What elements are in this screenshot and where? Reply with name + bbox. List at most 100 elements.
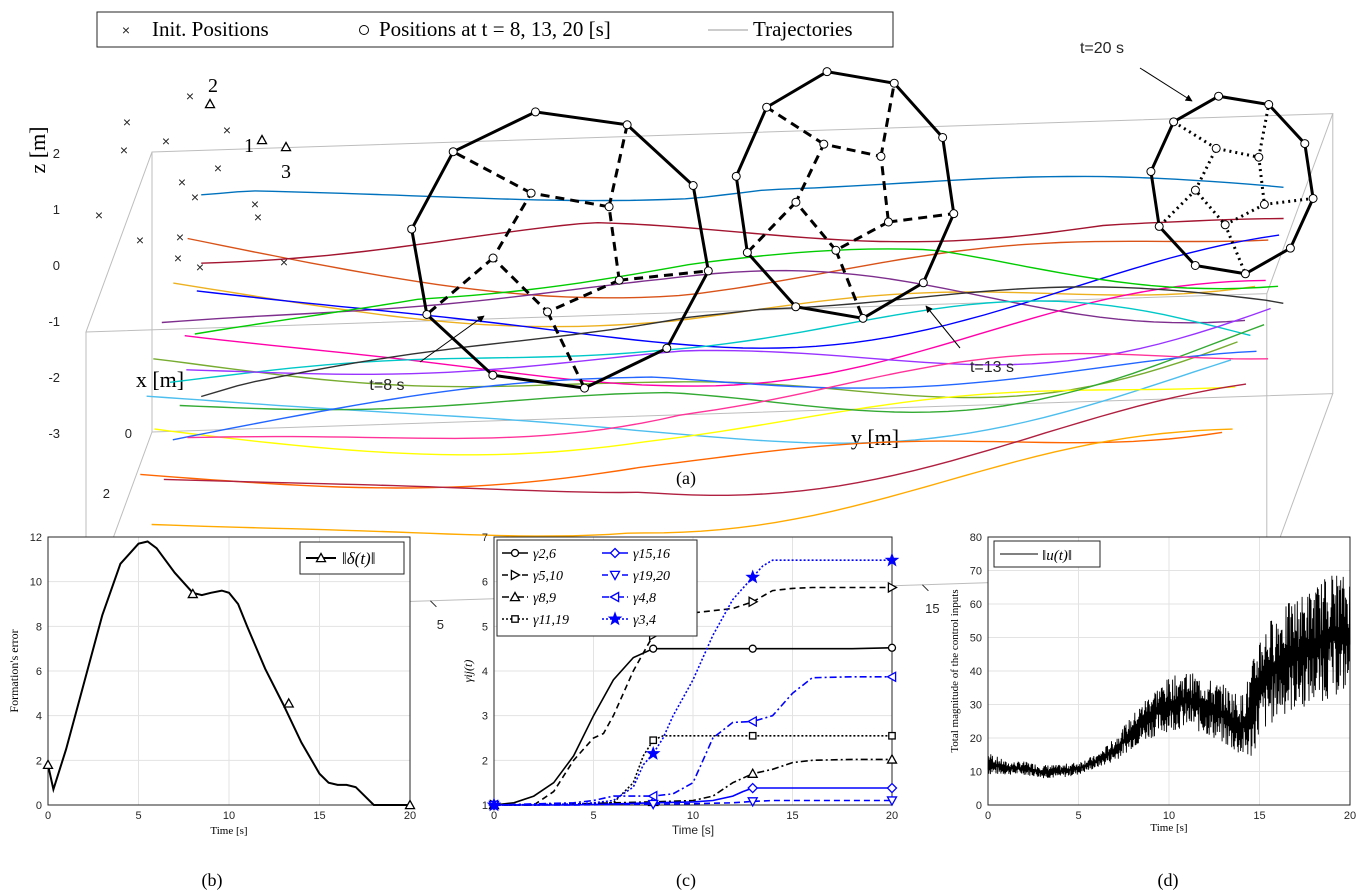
poly-inner — [1193, 146, 1266, 227]
formation-position-marker — [1264, 100, 1274, 110]
formation-position-marker — [831, 245, 841, 255]
triangle-marker — [280, 141, 292, 152]
trajectory-12 — [194, 248, 1279, 335]
poly-spoke — [1158, 189, 1197, 228]
a-z-tick-label: -2 — [48, 370, 60, 385]
init-position-marker: × — [95, 207, 103, 223]
poly-spoke — [1257, 104, 1271, 158]
init-position-marker: × — [214, 160, 222, 176]
agent-label: 1 — [244, 135, 254, 157]
series-marker-0 — [748, 644, 757, 653]
series-marker-7 — [486, 797, 502, 812]
formation-position-marker — [488, 253, 498, 263]
y-tick-label: 70 — [970, 566, 982, 578]
panel-a-3d-trajectories: 051015200246210-1-2-3y [m]x [m]z [m] ×××… — [25, 11, 1334, 640]
init-position-marker: × — [251, 196, 259, 212]
x-tick-label: 0 — [985, 810, 991, 822]
formation-position-marker — [543, 307, 553, 317]
formation-position-marker — [526, 188, 536, 198]
poly-inner — [794, 142, 891, 253]
a-z-tick-label: 1 — [53, 202, 60, 217]
series-marker-3 — [649, 736, 658, 745]
series-marker-5 — [647, 799, 659, 810]
y-tick-label: 6 — [482, 577, 488, 589]
x-axis-label: Time [s] — [672, 823, 714, 837]
formation-position-marker — [742, 248, 752, 258]
trajectory-0 — [201, 175, 1284, 202]
poly-spoke — [879, 82, 896, 157]
legend-marker-6 — [609, 591, 620, 603]
series-marker-2 — [747, 767, 759, 778]
legend-marker-0 — [510, 548, 520, 558]
formation-position-marker — [1154, 221, 1164, 231]
formation-t20 — [1146, 91, 1318, 279]
a-x-tick-label: 2 — [103, 486, 110, 501]
formation-position-marker — [938, 132, 948, 142]
annotation-label: t=13 s — [970, 359, 1014, 376]
legend-c: γ2,6 γ5,10 γ8,9 γ11,19 γ15,16 γ19,20 γ4,8 γ3,4 — [496, 539, 698, 637]
series-marker-1 — [887, 581, 898, 594]
init-position-marker: × — [123, 114, 131, 130]
legend-label-3: γ11,19 — [533, 613, 569, 628]
y-tick-label: 2 — [482, 755, 488, 767]
legend-marker-positions — [359, 25, 369, 35]
x-tick-label: 20 — [1344, 810, 1356, 822]
formation-position-marker — [1211, 143, 1221, 153]
x-axis-label: Time [s] — [1150, 822, 1187, 834]
legend-label-4: γ15,16 — [633, 547, 670, 562]
formation-position-marker — [1308, 193, 1318, 203]
series-marker-7 — [884, 552, 900, 567]
y-tick-label: 40 — [970, 666, 982, 678]
y-tick-label: 2 — [36, 755, 42, 767]
a-x-axis-label: x [m] — [136, 367, 184, 392]
series-marker-0 — [887, 643, 897, 652]
legend-marker-init: × — [122, 22, 130, 38]
panel-d-control-inputs: 0 5 10 15 20 0 10 20 30 40 50 60 70 80 Time [s] Total m… — [949, 532, 1356, 834]
a-y-axis-label: y [m] — [851, 425, 899, 450]
caption-b: (b) — [202, 870, 223, 890]
a-z-tick-label: -3 — [48, 426, 60, 441]
y-tick-label: 5 — [482, 621, 488, 633]
trajectory-17 — [151, 428, 1233, 537]
y-tick-label: 10 — [30, 577, 42, 589]
triangle-marker — [204, 98, 216, 109]
legend-marker-2 — [509, 591, 521, 602]
poly-spoke — [452, 150, 532, 195]
x-tick-label: 15 — [786, 810, 798, 822]
y-axis-label: Total magnitude of the control inputs — [949, 589, 961, 752]
x-tick-label: 5 — [1075, 810, 1081, 822]
a-position-markers: ×× ×××××××××× ××× ×213 — [95, 75, 292, 275]
series-line-6 — [493, 676, 892, 806]
formation-t8 — [407, 107, 713, 393]
series-line-1 — [494, 586, 892, 806]
poly-spoke — [765, 105, 825, 146]
init-position-marker: × — [136, 232, 144, 248]
formation-position-marker — [703, 266, 713, 276]
trajectory-3 — [161, 269, 1246, 324]
series-line-7 — [493, 559, 892, 806]
panel-c-gamma: 0 5 10 15 20 1 2 3 4 5 6 7 Time [s] γij(t) γ2,6 γ5,10 γ8… — [461, 532, 900, 837]
formation-position-marker — [407, 224, 417, 234]
series-marker-delta — [404, 799, 416, 810]
legend-marker — [315, 552, 327, 563]
formation-t13 — [731, 67, 959, 323]
formation-position-marker — [1190, 260, 1200, 270]
series-marker-6 — [746, 715, 757, 728]
legend-marker-3 — [511, 615, 519, 623]
a-trajectories — [140, 175, 1284, 537]
y-axis-label: γij(t) — [461, 660, 475, 683]
axes-frame — [47, 536, 411, 806]
legend-label-1: γ5,10 — [533, 569, 563, 584]
a-z-tick-label: 0 — [53, 258, 60, 273]
formation-position-marker — [488, 370, 498, 380]
trajectory-14 — [179, 324, 1265, 414]
y-tick-label: 30 — [970, 700, 982, 712]
series-marker-4 — [747, 782, 759, 794]
trajectory-13 — [186, 307, 1271, 375]
y-tick-label: 50 — [970, 633, 982, 645]
axes-frame — [493, 536, 893, 806]
formation-position-marker — [422, 309, 432, 319]
y-tick-label: 1 — [482, 800, 488, 812]
trajectory-1 — [187, 237, 1269, 299]
